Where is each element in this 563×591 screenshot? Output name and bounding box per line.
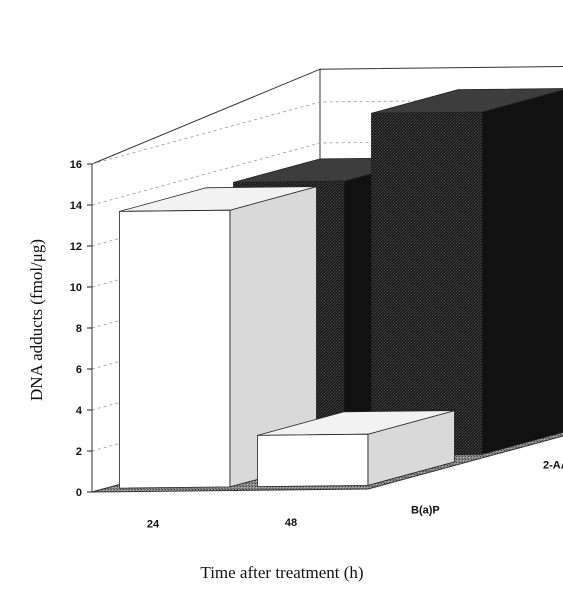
bar-side-face: [482, 89, 563, 455]
y-tick-label: 12: [70, 241, 82, 253]
bars: [120, 89, 563, 489]
series-label: 2-AAF: [543, 460, 563, 472]
bar-front-face: [372, 112, 482, 456]
y-tick-label: 10: [70, 282, 82, 294]
y-axis-title: DNA adducts (fmol/μg): [27, 239, 46, 401]
bar-front-face: [258, 434, 368, 486]
y-tick-label: 0: [76, 487, 82, 499]
bar: [372, 89, 563, 456]
x-category-label: 48: [285, 517, 297, 529]
y-tick-label: 4: [76, 405, 83, 417]
y-tick-label: 14: [70, 200, 83, 212]
y-tick-label: 2: [76, 446, 82, 458]
series-label: B(a)P: [411, 505, 440, 517]
bar-front-face: [120, 210, 230, 488]
y-tick-label: 16: [70, 159, 82, 171]
y-tick-label: 8: [76, 323, 82, 335]
x-axis-title: Time after treatment (h): [200, 563, 363, 582]
x-category-label: 24: [147, 518, 160, 530]
y-tick-label: 6: [76, 364, 82, 376]
